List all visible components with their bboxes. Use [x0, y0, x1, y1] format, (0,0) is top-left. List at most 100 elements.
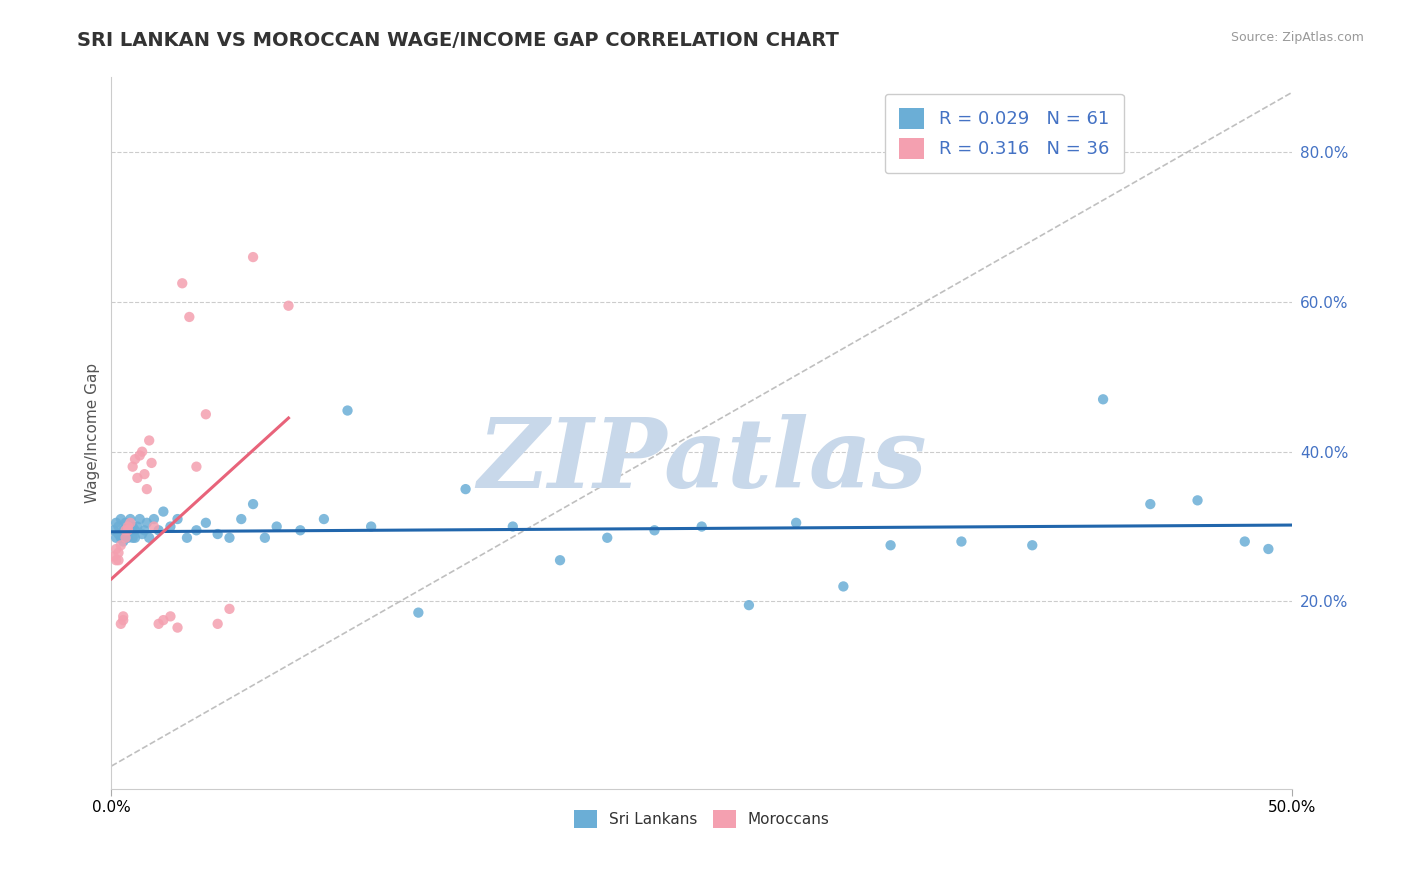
Text: ZIPatlas: ZIPatlas — [477, 415, 927, 508]
Point — [785, 516, 807, 530]
Point — [148, 616, 170, 631]
Point — [141, 456, 163, 470]
Point — [142, 512, 165, 526]
Point — [107, 553, 129, 567]
Point — [950, 534, 973, 549]
Point — [121, 531, 143, 545]
Point — [114, 523, 136, 537]
Point — [596, 531, 619, 545]
Point — [832, 579, 855, 593]
Point — [218, 531, 240, 545]
Point — [336, 403, 359, 417]
Point — [112, 523, 135, 537]
Point — [105, 531, 128, 545]
Point — [110, 512, 132, 526]
Point — [643, 523, 665, 537]
Point — [124, 452, 146, 467]
Point — [135, 482, 157, 496]
Point — [103, 549, 125, 564]
Point — [120, 523, 142, 537]
Point — [131, 444, 153, 458]
Point — [134, 523, 156, 537]
Point — [179, 310, 201, 324]
Point — [124, 523, 146, 537]
Point — [120, 516, 142, 530]
Point — [242, 497, 264, 511]
Point — [117, 523, 139, 537]
Point — [408, 606, 430, 620]
Point — [166, 621, 188, 635]
Legend: Sri Lankans, Moroccans: Sri Lankans, Moroccans — [568, 805, 835, 834]
Point — [1092, 392, 1115, 407]
Point — [128, 512, 150, 526]
Point — [117, 519, 139, 533]
Point — [290, 523, 312, 537]
Point — [114, 516, 136, 530]
Point — [266, 519, 288, 533]
Point — [879, 538, 901, 552]
Point — [159, 609, 181, 624]
Text: Source: ZipAtlas.com: Source: ZipAtlas.com — [1230, 31, 1364, 45]
Point — [738, 598, 761, 612]
Point — [134, 467, 156, 482]
Point — [112, 534, 135, 549]
Point — [1139, 497, 1161, 511]
Point — [120, 512, 142, 526]
Point — [242, 250, 264, 264]
Point — [1187, 493, 1209, 508]
Point — [253, 531, 276, 545]
Point — [110, 531, 132, 545]
Point — [117, 531, 139, 545]
Point — [360, 519, 382, 533]
Point — [114, 531, 136, 545]
Point — [194, 516, 217, 530]
Point — [107, 527, 129, 541]
Point — [218, 602, 240, 616]
Point — [105, 541, 128, 556]
Point — [231, 512, 253, 526]
Point — [194, 407, 217, 421]
Point — [114, 527, 136, 541]
Point — [110, 616, 132, 631]
Point — [142, 519, 165, 533]
Point — [1233, 534, 1256, 549]
Point — [548, 553, 571, 567]
Point — [107, 546, 129, 560]
Point — [502, 519, 524, 533]
Point — [107, 519, 129, 533]
Point — [121, 519, 143, 533]
Point — [121, 459, 143, 474]
Point — [186, 459, 208, 474]
Point — [172, 277, 194, 291]
Y-axis label: Wage/Income Gap: Wage/Income Gap — [86, 363, 100, 503]
Point — [127, 471, 149, 485]
Point — [138, 531, 160, 545]
Point — [166, 512, 188, 526]
Point — [176, 531, 198, 545]
Point — [1257, 541, 1279, 556]
Point — [135, 516, 157, 530]
Text: SRI LANKAN VS MOROCCAN WAGE/INCOME GAP CORRELATION CHART: SRI LANKAN VS MOROCCAN WAGE/INCOME GAP C… — [77, 31, 839, 50]
Point — [152, 613, 174, 627]
Point — [138, 434, 160, 448]
Point — [105, 553, 128, 567]
Point — [1021, 538, 1043, 552]
Point — [207, 527, 229, 541]
Point — [117, 519, 139, 533]
Point — [127, 519, 149, 533]
Point — [103, 523, 125, 537]
Point — [131, 527, 153, 541]
Point — [112, 609, 135, 624]
Point — [207, 616, 229, 631]
Point — [148, 523, 170, 537]
Point — [112, 613, 135, 627]
Point — [454, 482, 477, 496]
Point — [152, 505, 174, 519]
Point — [186, 523, 208, 537]
Point — [690, 519, 713, 533]
Point — [159, 519, 181, 533]
Point — [312, 512, 335, 526]
Point — [277, 299, 299, 313]
Point — [110, 538, 132, 552]
Point — [128, 449, 150, 463]
